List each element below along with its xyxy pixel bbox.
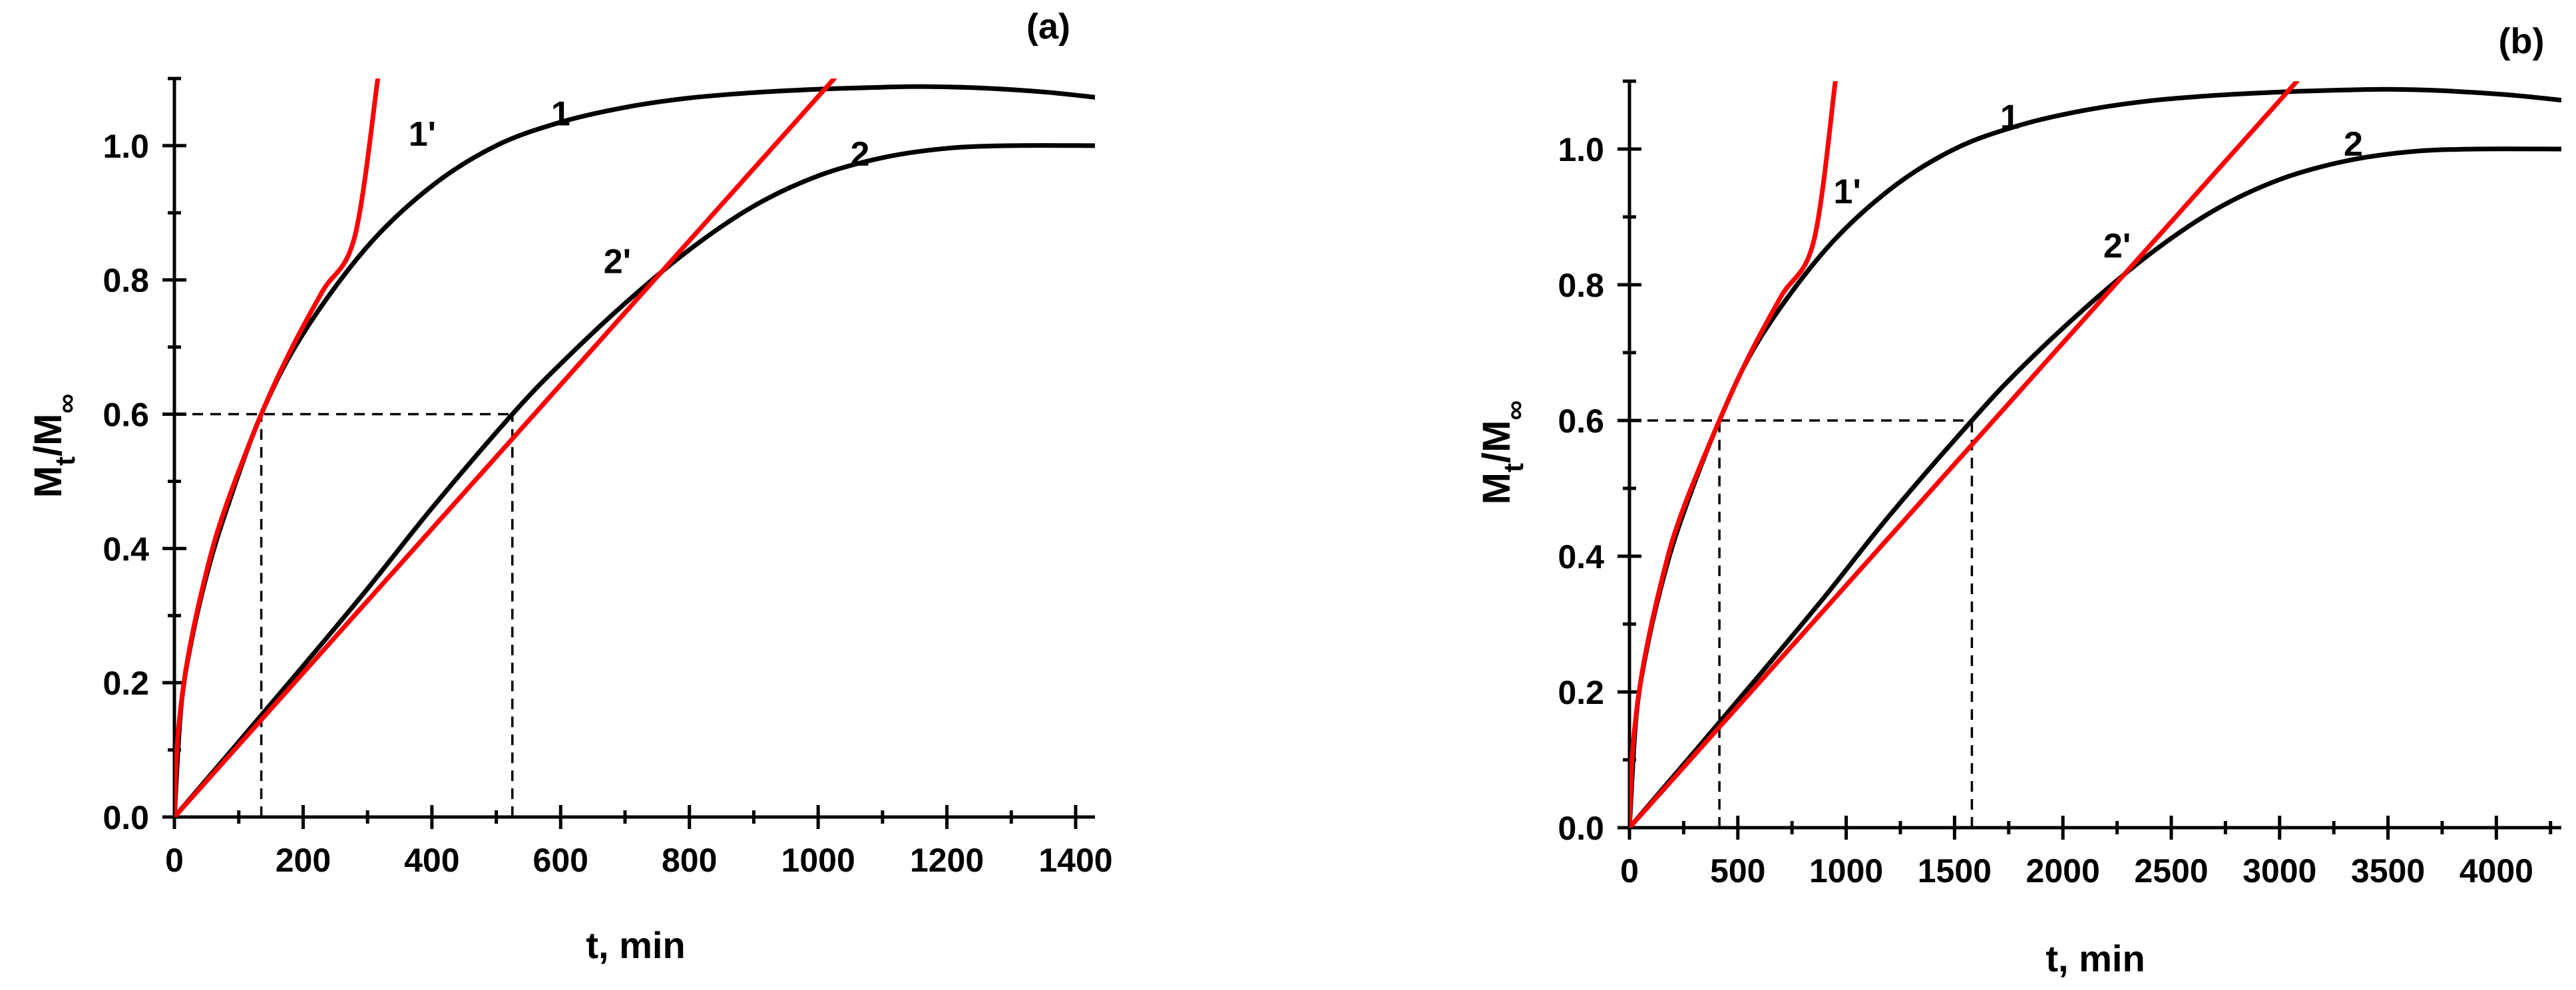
- series-label-2-prime: 2': [604, 243, 631, 281]
- y-tick-label: 0.8: [1558, 267, 1604, 304]
- series-label-1: 1: [2000, 98, 2020, 136]
- y-tick-label: 0.6: [1558, 403, 1604, 440]
- y-tick-label: 0.8: [103, 262, 149, 299]
- y-tick-label: 0.2: [103, 665, 149, 702]
- y-axis-title: Mt/M∞: [1475, 401, 1530, 505]
- series-line-2-prime: [1629, 81, 2300, 828]
- y-tick-label: 0.2: [1558, 674, 1604, 711]
- x-tick-label: 0: [165, 842, 184, 879]
- x-tick-label: 2000: [2026, 852, 2100, 890]
- y-tick-label: 0.0: [1558, 810, 1604, 847]
- x-tick-label: 1500: [1918, 852, 1992, 890]
- x-axis-title: t, min: [2045, 937, 2145, 979]
- series-label-1-prime: 1': [1834, 173, 1861, 212]
- y-axis-title-part: ∞: [51, 394, 82, 414]
- y-tick-label: 1.0: [1558, 131, 1604, 168]
- series-label-1: 1: [551, 95, 570, 134]
- series-line-1-prime: [174, 79, 381, 817]
- series-group: [174, 79, 1095, 817]
- series-label-1-prime: 1': [409, 115, 436, 154]
- x-tick-label: 1200: [910, 842, 984, 879]
- y-tick-label: 0.4: [103, 530, 149, 568]
- y-axis-title-part: M: [27, 466, 70, 498]
- x-tick-label: 1400: [1038, 842, 1112, 879]
- y-axis-title: Mt/M∞: [27, 394, 82, 498]
- y-axis-title-part: t: [49, 456, 81, 466]
- x-tick-label: 200: [276, 842, 331, 879]
- x-tick-label: 1000: [1809, 852, 1883, 890]
- x-tick-label: 4000: [2460, 852, 2533, 890]
- series-line-2: [1629, 146, 2561, 828]
- y-tick-label: 0.6: [103, 397, 149, 434]
- x-tick-label: 600: [533, 842, 588, 879]
- series-line-1-prime: [1629, 81, 1838, 828]
- y-tick-label: 0.4: [1558, 538, 1604, 576]
- y-tick-label: 1.0: [103, 128, 149, 165]
- x-tick-label: 2500: [2134, 852, 2208, 890]
- series-label-2-prime: 2': [2103, 227, 2131, 265]
- x-tick-label: 800: [662, 842, 717, 879]
- series-line-2: [174, 143, 1095, 817]
- series-label-2: 2: [2344, 125, 2363, 164]
- series-label-2: 2: [851, 135, 870, 174]
- chart-panel-b: 0 500 1000 1500 2000 2500 3000 3500 4000 0.0 0.2 0.…: [1475, 21, 2561, 979]
- x-tick-label: 400: [404, 842, 459, 879]
- x-tick-label: 3000: [2243, 852, 2316, 890]
- x-axis-title: t, min: [586, 924, 685, 966]
- x-tick-label: 3500: [2351, 852, 2425, 890]
- y-axis-title-part: M: [1475, 472, 1518, 504]
- series-line-1: [174, 84, 1095, 817]
- x-tick-label: 500: [1710, 852, 1765, 890]
- series-group: [1629, 81, 2561, 828]
- x-tick-label: 1000: [781, 842, 855, 879]
- y-tick-label: 0.0: [103, 799, 149, 836]
- y-axis-title-part: /M: [1475, 420, 1518, 463]
- panel-label: (b): [2499, 21, 2545, 61]
- x-tick-label: 0: [1620, 852, 1639, 890]
- series-line-2-prime: [174, 79, 837, 817]
- y-axis-title-part: t: [1498, 463, 1529, 472]
- panel-label: (a): [1026, 7, 1070, 47]
- chart-panel-a: 0 200 400 600 800 1000 1200 1400 0.0 0.2 0.4 0.6 0.8…: [27, 7, 1113, 966]
- y-axis-title-part: /M: [27, 414, 70, 456]
- y-axis-title-part: ∞: [1499, 401, 1530, 420]
- series-line-1: [1629, 86, 2561, 828]
